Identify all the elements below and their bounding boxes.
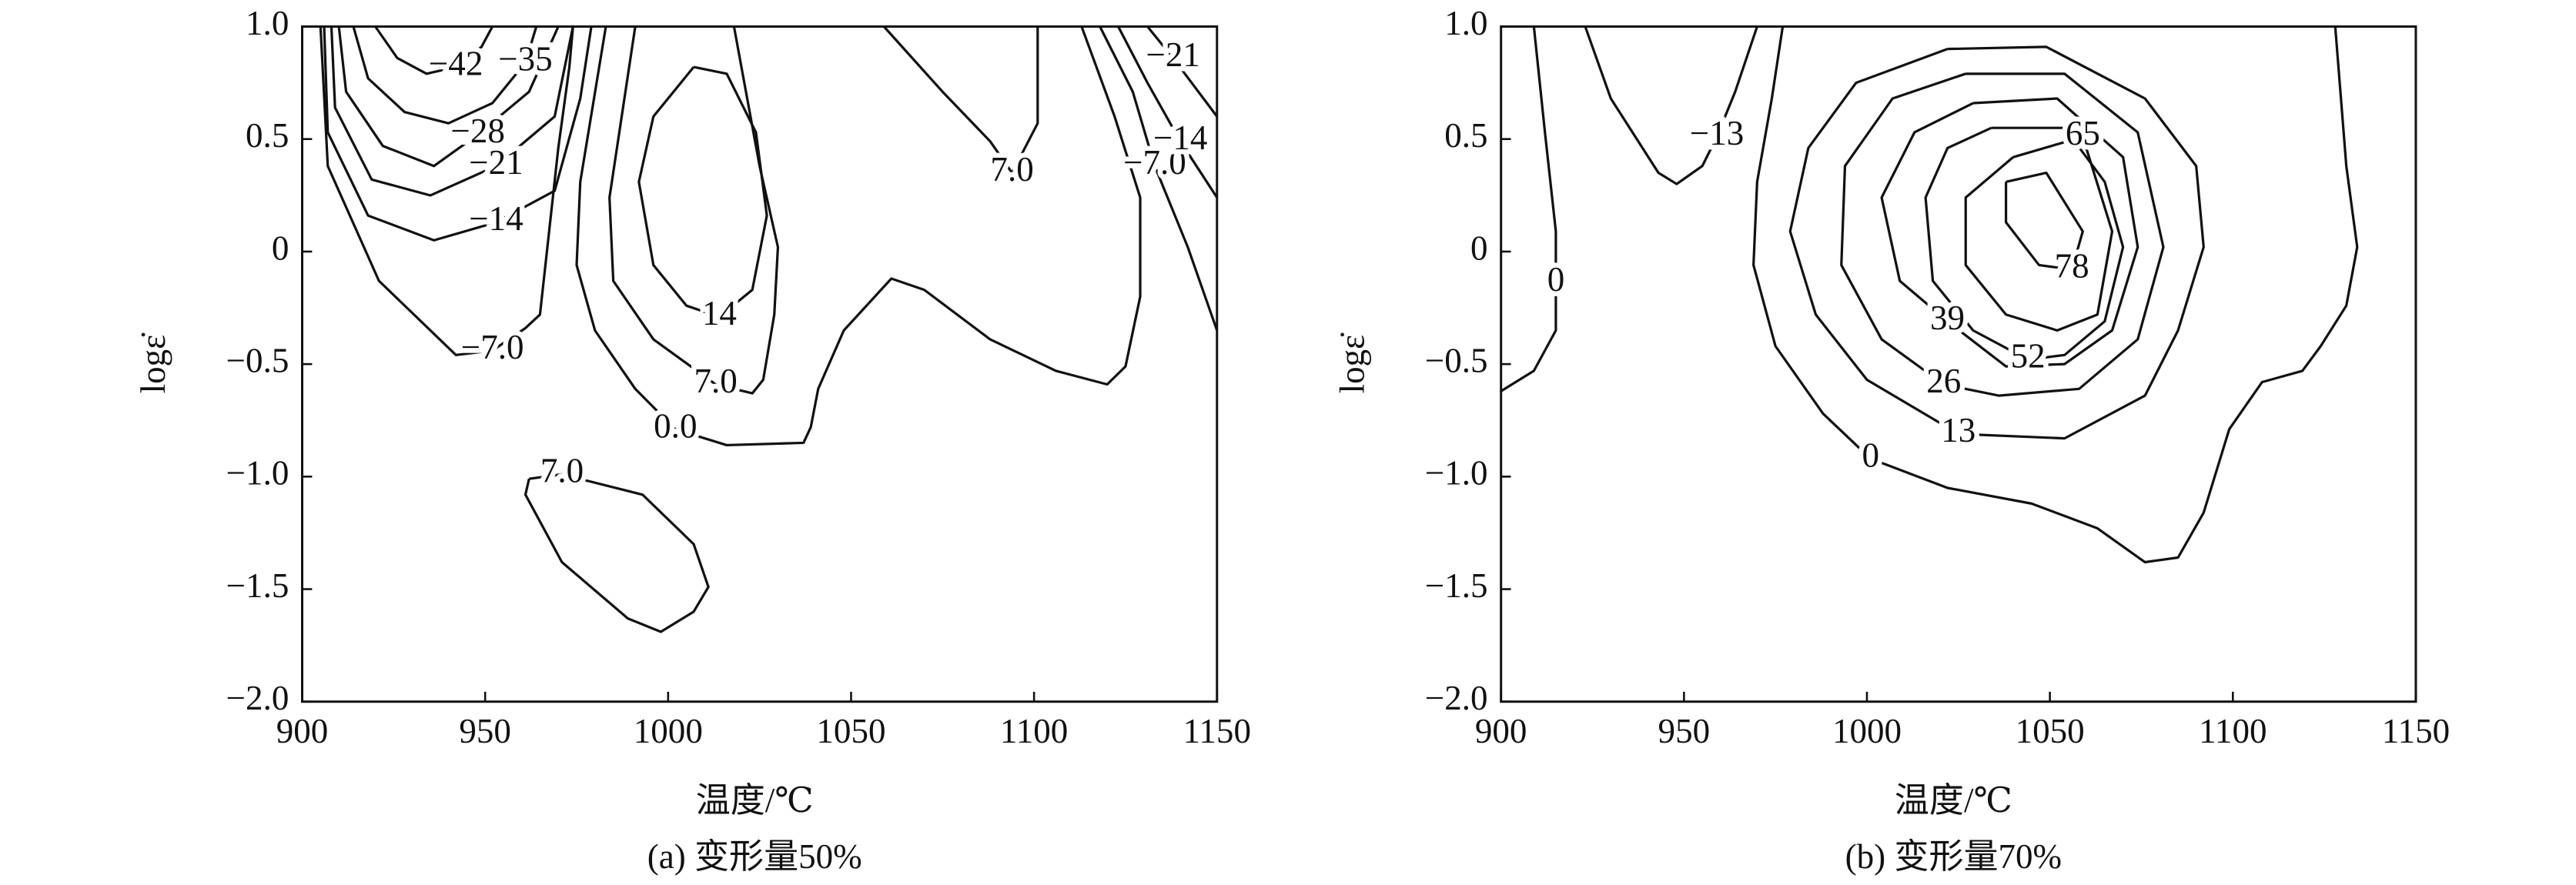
contour-line [1752,26,2359,564]
contour-label: 0.0 [654,406,697,445]
y-tick-label: −2.0 [226,679,289,717]
contour-label: 7.0 [694,362,737,400]
y-tick-label: −1.0 [226,454,289,493]
y-tick-label: −1.0 [1425,454,1488,493]
contour-label: 65 [2066,114,2100,152]
y-tick-label: −0.5 [1425,341,1488,379]
x-tick-label: 1000 [1832,712,1902,750]
x-tick-label: 1000 [634,712,703,750]
contour-label: −13 [1690,114,1744,152]
contour-line [1840,72,2165,397]
x-tick-label: 950 [459,712,511,750]
y-tick-label: 0.5 [246,116,289,155]
y-axis-label: logε̇ [134,332,172,393]
contour-line [330,26,574,197]
contour-label: 7.0 [990,150,1033,189]
y-tick-label: 0.5 [1444,116,1487,155]
contour-line [319,26,574,356]
y-tick-label: 1.0 [246,4,289,42]
contour-label: 14 [702,294,737,332]
contour-line [1117,25,1219,199]
x-tick-label: 1100 [1000,712,1068,750]
contour-line [352,26,538,125]
contour-label: −42 [429,44,483,82]
contour-line [374,25,494,75]
contour-label: −14 [1153,119,1207,157]
contour-label: 26 [1926,362,1961,400]
contour-label: 78 [2055,247,2089,286]
x-tick-label: 900 [276,712,329,750]
contour-line [1099,25,1219,331]
contour-line [1500,26,1557,392]
contour-line [1788,45,2205,440]
chart-title: (b) 变形量70% [1845,837,2062,876]
x-tick-label: 1150 [1183,712,1251,750]
contour-line [323,26,593,242]
contour-line [337,25,560,168]
y-tick-label: 0 [272,229,289,267]
x-tick-label: 1050 [816,712,885,750]
contour-line [1964,135,2114,332]
contour-line [524,473,710,633]
contour-panel: 0 −13 0 13 26 39 52 65 78 900 950 1000 1050 1100 1150 1… [1333,4,2450,876]
x-axis-label: 温度/℃ [1895,781,2012,820]
x-tick-label: 950 [1658,712,1711,750]
plot-frame [301,25,1219,703]
x-tick-label: 1100 [2199,712,2267,750]
x-tick-label: 1050 [2016,712,2085,750]
contour-line [1924,126,2125,361]
y-tick-label: −2.0 [1425,679,1488,717]
x-tick-label: 900 [1475,712,1527,750]
contour-line [2004,171,2084,271]
y-tick-label: −1.5 [1425,566,1488,605]
contour-label: 39 [1930,299,1965,337]
contour-label: −14 [469,199,523,238]
contour-label: −35 [498,40,552,78]
contour-label: −28 [450,112,504,150]
contour-line [608,26,780,395]
y-axis-label: logε̇ [1333,332,1371,393]
contour-line [1880,97,2139,368]
contour-line [882,25,1039,175]
contour-label: −7.0 [1123,143,1186,182]
contour-label: 13 [1941,411,1975,449]
contour-label: 0 [1547,260,1565,299]
contour-line [1584,25,1758,185]
contour-line [575,25,1142,447]
contour-label: −7.0 [461,328,524,366]
y-tick-label: −0.5 [226,341,289,379]
contour-label: 7.0 [540,452,584,490]
y-tick-label: −1.5 [226,566,289,605]
y-tick-label: 1.0 [1444,4,1487,42]
y-tick-label: 0 [1470,229,1488,267]
contour-label: −21 [1146,35,1200,74]
x-axis-label: 温度/℃ [696,781,814,820]
x-tick-label: 1150 [2382,712,2450,750]
contour-line [1146,25,1219,118]
contour-label: 52 [2011,337,2046,376]
contour-label: 0 [1862,436,1879,474]
contour-line [637,65,768,319]
contour-label: −21 [469,143,523,182]
chart-title: (a) 变形量50% [647,837,862,876]
